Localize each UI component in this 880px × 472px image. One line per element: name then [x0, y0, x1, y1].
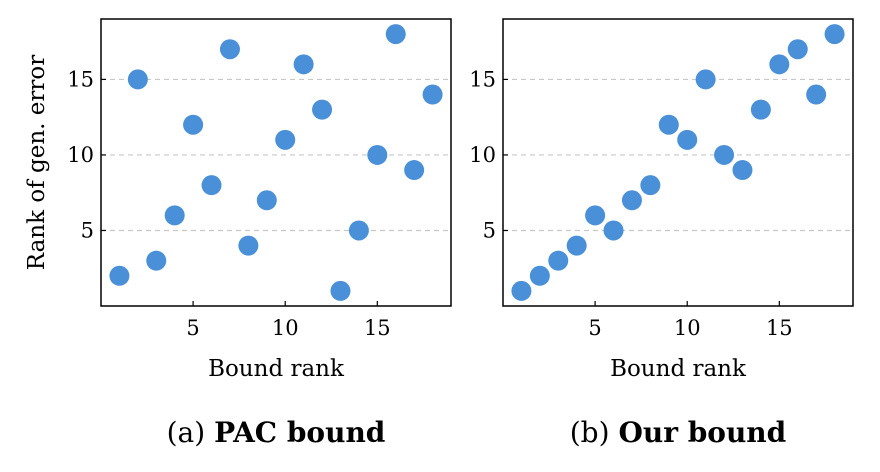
- data-point: [548, 250, 569, 271]
- data-point: [238, 235, 259, 256]
- x-tick-label: 15: [364, 316, 391, 340]
- data-point: [511, 280, 532, 301]
- data-point: [127, 69, 148, 90]
- data-point: [367, 144, 388, 165]
- data-point: [658, 114, 679, 135]
- x-tick-label: 10: [674, 316, 701, 340]
- data-point: [201, 175, 222, 196]
- x-axis-label: Bound rank: [208, 356, 345, 382]
- chart-our-bound: 5 10 15 5 10 15 Bound rank: [469, 18, 854, 382]
- data-point: [256, 190, 277, 211]
- data-point: [566, 235, 587, 256]
- data-point: [385, 24, 406, 45]
- data-point: [293, 54, 314, 75]
- data-point: [146, 250, 167, 271]
- data-point: [183, 114, 204, 135]
- y-axis-label: Rank of gen. error: [24, 55, 50, 271]
- x-tick-label: 5: [588, 316, 601, 340]
- caption-prefix: (a): [166, 416, 206, 449]
- y-tick-label: 10: [469, 143, 496, 167]
- data-point: [677, 129, 698, 150]
- x-tick-label: 5: [186, 316, 199, 340]
- y-tick-label: 15: [469, 67, 496, 91]
- data-point: [787, 39, 808, 60]
- data-point: [695, 69, 716, 90]
- data-point: [330, 280, 351, 301]
- data-point: [769, 54, 790, 75]
- data-point: [640, 175, 661, 196]
- data-point: [348, 220, 369, 241]
- y-tick-label: 5: [81, 218, 94, 242]
- caption-title: PAC bound: [214, 416, 386, 449]
- data-point: [219, 39, 240, 60]
- data-point: [422, 84, 443, 105]
- data-point: [585, 205, 606, 226]
- chart-pac-bound: 5 10 15 5 10 15 Bound rank Rank of gen. error: [24, 18, 452, 382]
- caption-prefix: (b): [569, 416, 610, 449]
- caption-title: Our bound: [618, 416, 787, 449]
- data-point: [732, 160, 753, 181]
- x-axis-label: Bound rank: [610, 356, 747, 382]
- y-tick-label: 5: [483, 218, 496, 242]
- data-point: [109, 265, 130, 286]
- data-point: [164, 205, 185, 226]
- y-tick-label: 15: [67, 67, 94, 91]
- caption-pac-bound: (a) PAC bound: [167, 416, 386, 449]
- data-point: [603, 220, 624, 241]
- data-point: [750, 99, 771, 120]
- data-point: [806, 84, 827, 105]
- data-point: [404, 160, 425, 181]
- data-point: [714, 144, 735, 165]
- x-tick-label: 15: [766, 316, 793, 340]
- caption-our-bound: (b) Our bound: [570, 416, 786, 449]
- data-point: [312, 99, 333, 120]
- data-point: [621, 190, 642, 211]
- plot-frame: [502, 18, 854, 307]
- data-point: [529, 265, 550, 286]
- data-point: [275, 129, 296, 150]
- plot-frame: [100, 18, 452, 307]
- y-tick-label: 10: [67, 143, 94, 167]
- data-point: [824, 24, 845, 45]
- x-tick-label: 10: [272, 316, 299, 340]
